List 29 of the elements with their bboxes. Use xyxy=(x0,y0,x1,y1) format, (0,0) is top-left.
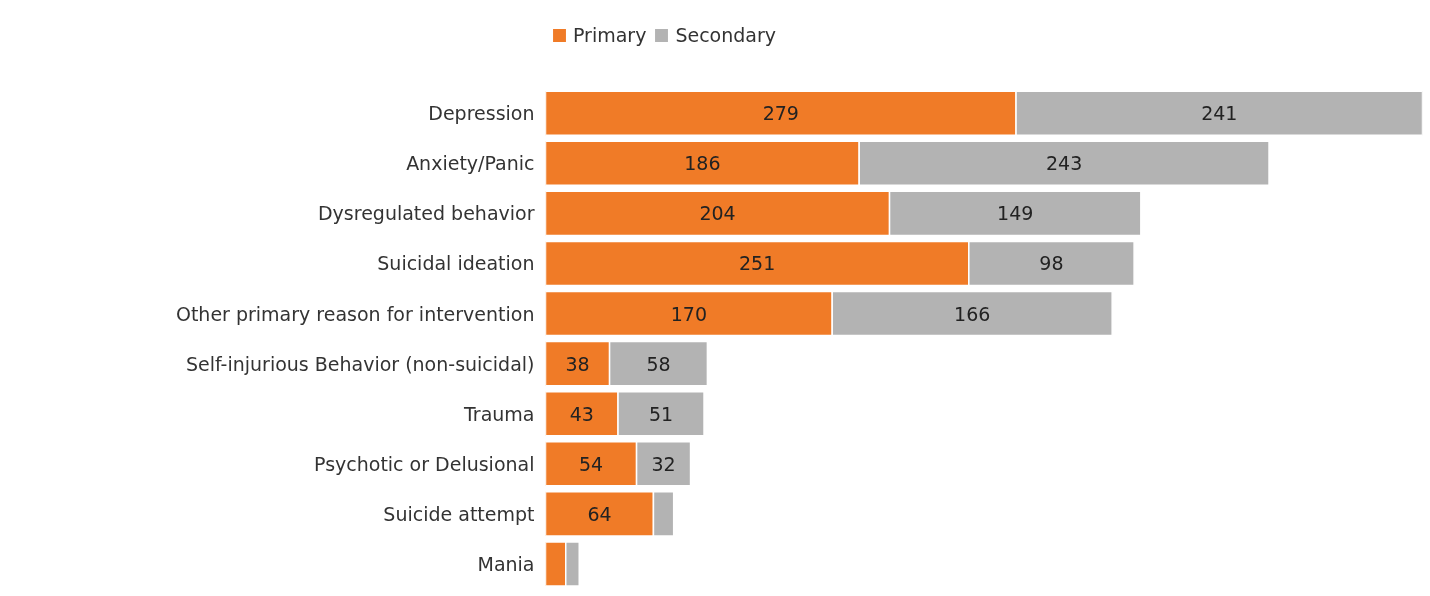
data-label: 170 xyxy=(670,302,707,325)
data-label: 186 xyxy=(684,152,721,175)
data-label: 32 xyxy=(651,452,676,475)
data-label: 98 xyxy=(1039,252,1064,275)
data-label: 58 xyxy=(646,352,671,375)
y-tick-label: Other primary reason for intervention xyxy=(175,302,535,325)
data-label: 251 xyxy=(739,252,776,275)
y-tick-label: Suicidal ideation xyxy=(377,252,535,275)
y-tick-label: Anxiety/Panic xyxy=(406,152,535,175)
data-label: 64 xyxy=(587,502,612,525)
data-label: 43 xyxy=(569,402,594,425)
y-tick-label: Self-injurious Behavior (non-suicidal) xyxy=(185,352,535,375)
y-tick-label: Trauma xyxy=(463,402,535,425)
legend-label: Primary xyxy=(573,24,647,46)
y-tick-label: Depression xyxy=(428,102,535,125)
data-label: 243 xyxy=(1045,152,1083,175)
data-label: 54 xyxy=(578,452,604,475)
data-label: 38 xyxy=(565,352,590,375)
y-tick-label: Psychotic or Delusional xyxy=(314,452,535,475)
data-label: 279 xyxy=(762,102,799,125)
legend-label: Secondary xyxy=(675,24,777,46)
data-label: 166 xyxy=(954,302,991,325)
data-label: 241 xyxy=(1201,102,1238,125)
data-label: 204 xyxy=(699,202,736,225)
y-tick-label: Suicide attempt xyxy=(383,502,535,525)
data-label: 149 xyxy=(997,202,1034,225)
y-tick-label: Dysregulated behavior xyxy=(317,202,535,225)
data-label: 51 xyxy=(648,402,674,425)
y-tick-label: Mania xyxy=(477,552,535,575)
